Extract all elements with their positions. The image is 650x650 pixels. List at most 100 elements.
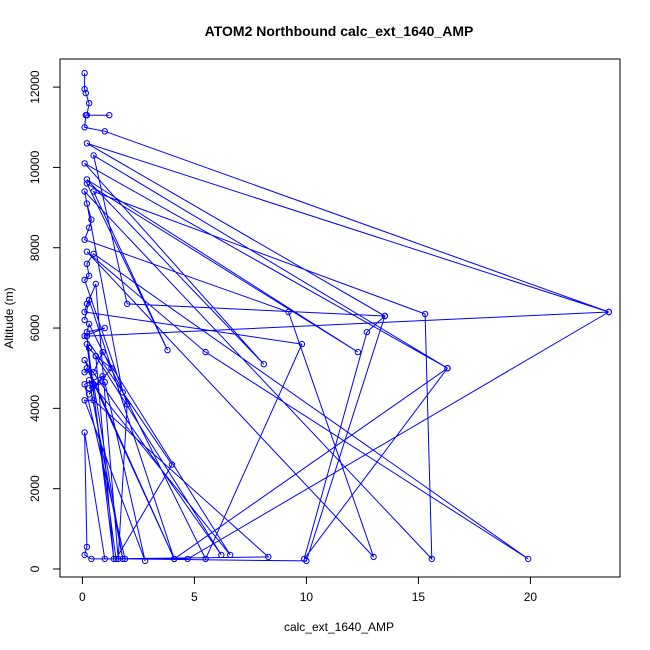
data-point xyxy=(81,188,88,195)
data-point xyxy=(119,555,126,563)
data-point xyxy=(81,429,88,436)
data-point xyxy=(227,551,234,559)
x-axis: 0 5 10 15 20 xyxy=(79,576,538,604)
data-point xyxy=(81,308,88,316)
data-point xyxy=(83,543,91,551)
data-point xyxy=(112,555,120,563)
data-point xyxy=(85,377,93,384)
data-point xyxy=(260,361,267,368)
data-point xyxy=(108,365,115,372)
data-point xyxy=(83,248,91,255)
data-point xyxy=(90,397,97,404)
data-point xyxy=(363,328,371,336)
y-tick-label: 12000 xyxy=(28,70,42,104)
data-point xyxy=(218,551,225,559)
data-point xyxy=(141,557,149,565)
data-point xyxy=(81,316,88,324)
data-point xyxy=(83,140,91,147)
data-point xyxy=(370,553,377,561)
data-point xyxy=(81,397,88,404)
data-point xyxy=(81,85,88,93)
y-tick-label: 6000 xyxy=(28,314,42,341)
data-point xyxy=(81,236,88,243)
data-points xyxy=(81,69,612,565)
data-point xyxy=(115,555,122,563)
x-tick-label: 20 xyxy=(524,590,538,604)
data-point xyxy=(164,346,171,354)
data-point xyxy=(101,128,109,135)
data-point xyxy=(90,250,97,258)
data-point xyxy=(85,385,93,392)
data-point xyxy=(202,348,209,356)
y-axis: 0 2000 4000 6000 8000 10000 12000 xyxy=(28,70,61,572)
data-point xyxy=(83,176,91,183)
data-point xyxy=(444,365,451,372)
data-point xyxy=(81,276,88,284)
data-point xyxy=(99,373,106,380)
data-point xyxy=(124,300,131,308)
data-point xyxy=(88,216,95,223)
y-tick-label: 8000 xyxy=(28,234,42,261)
data-point xyxy=(421,310,429,318)
data-point xyxy=(81,357,88,364)
data-point xyxy=(92,280,100,288)
chart-title: ATOM2 Northbound calc_ext_1640_AMP xyxy=(205,23,474,39)
data-point xyxy=(90,381,97,388)
data-point xyxy=(85,320,93,328)
data-point xyxy=(90,188,97,195)
data-point xyxy=(83,200,91,207)
data-point xyxy=(90,369,97,376)
data-point xyxy=(106,112,113,119)
data-point xyxy=(85,391,93,398)
data-point xyxy=(110,555,118,563)
series-line xyxy=(83,73,610,562)
plot-frame xyxy=(59,58,621,578)
data-point xyxy=(265,553,272,561)
data-point xyxy=(81,124,88,131)
data-point xyxy=(82,89,90,97)
y-tick-label: 4000 xyxy=(28,395,42,422)
data-point xyxy=(119,389,126,396)
y-tick-label: 2000 xyxy=(28,475,42,502)
x-axis-label: calc_ext_1640_AMP xyxy=(284,620,394,634)
data-point xyxy=(381,312,388,320)
data-point xyxy=(354,348,362,356)
data-point xyxy=(83,180,91,187)
y-tick-label: 0 xyxy=(28,565,42,572)
data-point xyxy=(81,69,88,77)
x-tick-label: 0 xyxy=(79,590,86,604)
data-point xyxy=(85,100,93,107)
x-tick-label: 15 xyxy=(412,590,426,604)
data-point xyxy=(101,324,109,332)
data-point xyxy=(85,344,93,352)
data-point xyxy=(85,272,93,279)
x-tick-label: 5 xyxy=(191,590,198,604)
data-point xyxy=(85,296,93,304)
data-point xyxy=(81,551,88,559)
data-point xyxy=(525,555,532,563)
data-point xyxy=(88,555,95,563)
data-point xyxy=(301,555,308,563)
data-point xyxy=(83,332,91,340)
data-point xyxy=(171,555,178,563)
data-point xyxy=(184,555,191,563)
data-point xyxy=(99,348,106,356)
data-point xyxy=(85,224,93,231)
data-point xyxy=(285,308,292,316)
y-axis-label: Altitude (m) xyxy=(2,287,16,348)
data-point xyxy=(92,352,100,360)
data-point xyxy=(82,112,90,119)
data-point xyxy=(90,152,97,159)
data-point xyxy=(124,401,131,408)
data-point xyxy=(81,381,88,388)
x-tick-label: 10 xyxy=(300,590,314,604)
data-point xyxy=(101,555,109,563)
data-point xyxy=(81,369,88,376)
data-point xyxy=(168,461,176,468)
data-point xyxy=(298,340,306,348)
y-tick-label: 10000 xyxy=(28,150,42,184)
data-point xyxy=(605,308,612,316)
data-point xyxy=(121,555,129,563)
data-point xyxy=(81,160,88,167)
